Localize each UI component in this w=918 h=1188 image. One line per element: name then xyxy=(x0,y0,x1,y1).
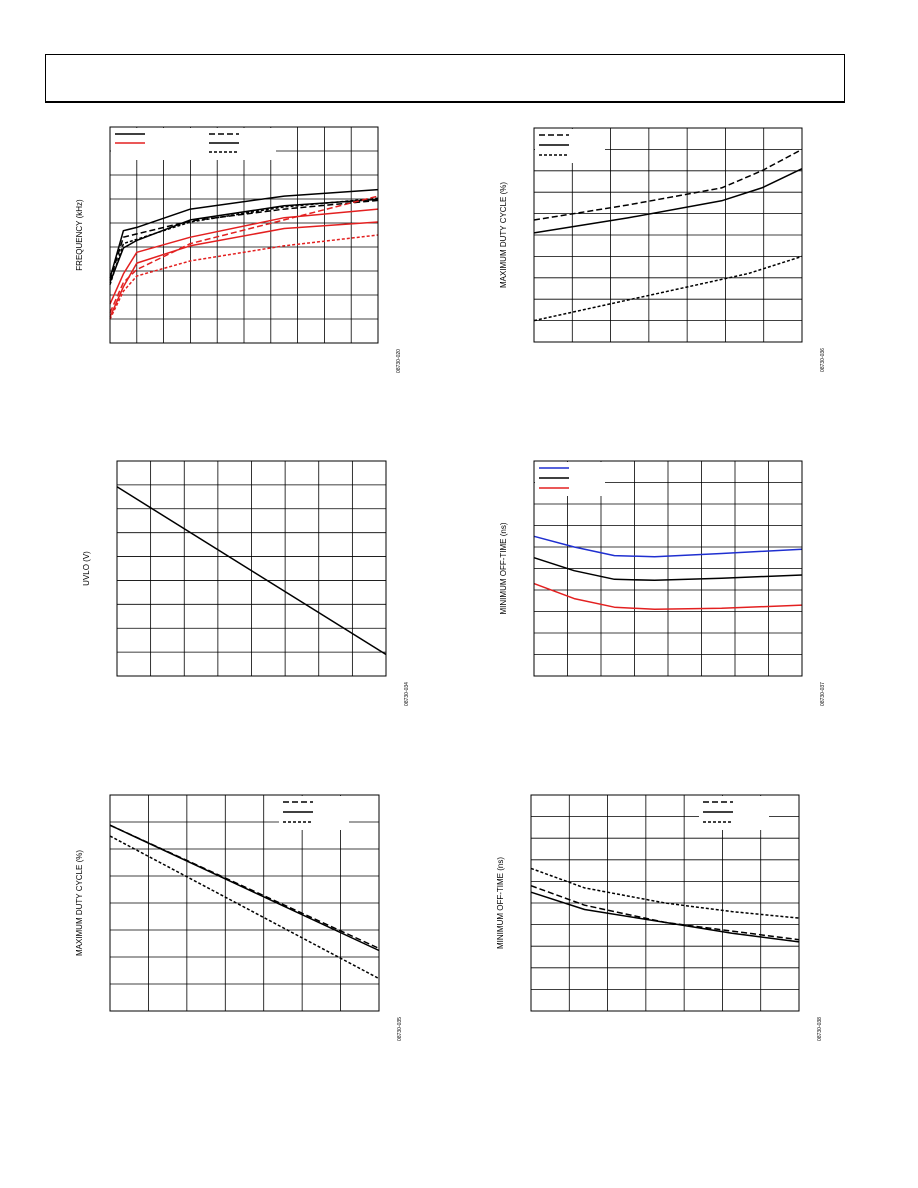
y-axis-label: FREQUENCY (kHz) xyxy=(75,199,84,271)
chart-min-off-time-top: MINIMUM OFF-TIME (ns) 08730-037 xyxy=(499,460,826,706)
series-line xyxy=(109,195,379,314)
series-line xyxy=(109,824,380,952)
series-line xyxy=(533,148,803,221)
plot-frame xyxy=(116,460,387,677)
chart-frequency: FREQUENCY (kHz) 08730-020 xyxy=(75,126,402,373)
y-axis-label: MINIMUM OFF-TIME (ns) xyxy=(499,522,508,614)
series-line xyxy=(533,255,803,322)
y-axis-label: MAXIMUM DUTY CYCLE (%) xyxy=(499,182,508,288)
series-line xyxy=(109,835,380,980)
legend-background xyxy=(279,796,349,830)
chart-max-duty-cycle-top: MAXIMUM DUTY CYCLE (%) 08730-036 xyxy=(499,127,826,372)
figure-id: 08730-034 xyxy=(404,682,410,706)
legend-background xyxy=(699,796,769,830)
series-line xyxy=(109,208,379,305)
plot-frame xyxy=(533,460,803,677)
y-axis-label: MINIMUM OFF-TIME (ns) xyxy=(496,857,505,949)
series-line xyxy=(530,884,800,941)
y-axis-label: UVLO (V) xyxy=(82,551,91,586)
series-line xyxy=(116,486,387,656)
legend-background xyxy=(111,128,276,160)
plot-frame xyxy=(109,126,379,344)
series-line xyxy=(109,221,379,318)
chart-min-off-time-bottom: MINIMUM OFF-TIME (ns) 08730-038 xyxy=(496,794,823,1041)
series-line xyxy=(533,535,803,558)
plot-frame xyxy=(533,127,803,343)
series-line xyxy=(109,199,379,281)
series-line xyxy=(533,582,803,611)
series-line xyxy=(109,234,379,320)
series-line xyxy=(530,891,800,943)
y-axis-label: MAXIMUM DUTY CYCLE (%) xyxy=(75,850,84,956)
series-line xyxy=(533,556,803,582)
figure-id: 08730-020 xyxy=(396,349,402,373)
chart-uvlo: UVLO (V) 08730-034 xyxy=(82,460,410,706)
series-line xyxy=(109,197,379,285)
page-header xyxy=(45,54,845,103)
series-line xyxy=(530,867,800,919)
legend-background xyxy=(535,462,605,496)
figure-id: 08730-035 xyxy=(397,1017,403,1041)
figure-id: 08730-037 xyxy=(820,682,826,706)
figure-id: 08730-036 xyxy=(820,348,826,372)
figure-id: 08730-038 xyxy=(817,1017,823,1041)
plot-frame xyxy=(530,794,800,1012)
series-line xyxy=(533,168,803,234)
chart-max-duty-cycle-bottom: MAXIMUM DUTY CYCLE (%) 08730-035 xyxy=(75,794,403,1041)
series-line xyxy=(109,188,379,279)
plot-frame xyxy=(109,794,380,1012)
legend-background xyxy=(535,129,605,163)
